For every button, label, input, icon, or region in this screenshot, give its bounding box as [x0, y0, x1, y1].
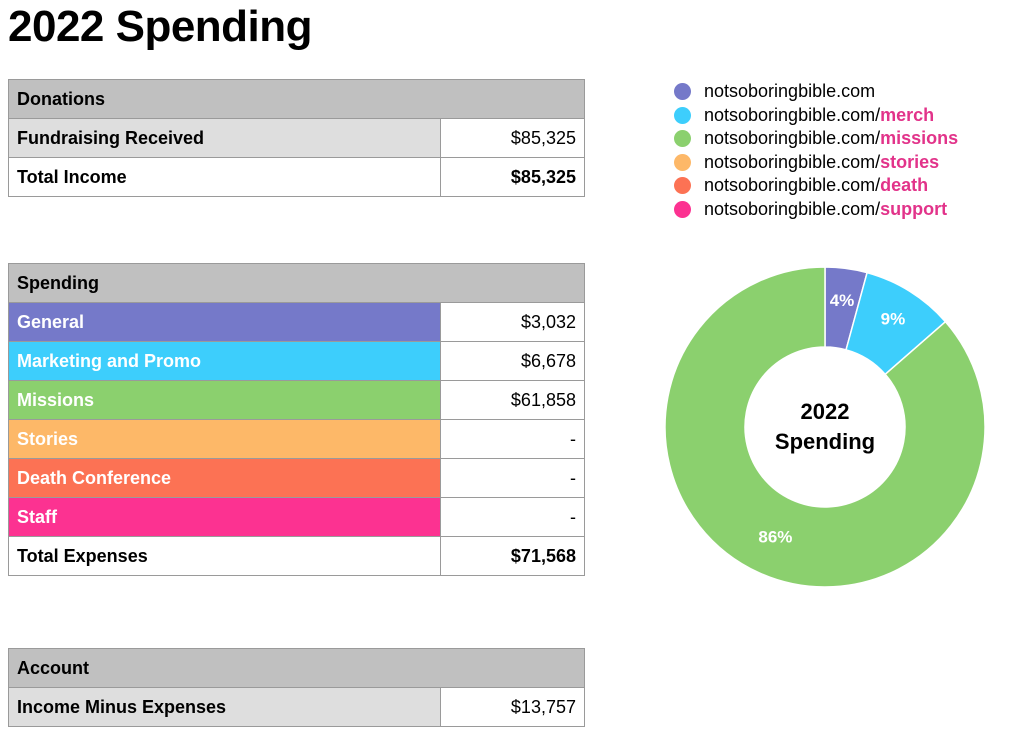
total-income-label: Total Income [8, 157, 441, 197]
table-row: Marketing and Promo $6,678 [8, 341, 585, 381]
table-row: Staff - [8, 497, 585, 537]
legend-item: notsoboringbible.com [674, 80, 958, 104]
staff-label: Staff [8, 497, 441, 537]
stories-label: Stories [8, 419, 441, 459]
donut-label-marketing-and-promo: 9% [881, 310, 906, 329]
spending-table: Spending General $3,032 Marketing and Pr… [8, 263, 585, 576]
marketing-value: $6,678 [440, 341, 585, 381]
missions-value: $61,858 [440, 380, 585, 420]
legend-path: death [880, 175, 929, 195]
donut-slice-missions [664, 266, 986, 588]
legend-base: notsoboringbible.com [704, 81, 876, 101]
donations-header: Donations [8, 79, 585, 119]
spending-header: Spending [8, 263, 585, 303]
donut-label-missions: 86% [758, 527, 792, 546]
legend-base: notsoboringbible.com/ [704, 151, 881, 172]
total-expenses-label: Total Expenses [8, 536, 441, 576]
table-row: Fundraising Received $85,325 [8, 118, 585, 158]
table-row: General $3,032 [8, 302, 585, 342]
spending-header-row: Spending [8, 263, 585, 303]
donut-slice-labels: 4% 9% 86% [758, 291, 905, 546]
legend-item: notsoboringbible.com/missions [674, 127, 958, 151]
fundraising-received-label: Fundraising Received [8, 118, 441, 158]
account-table: Account Income Minus Expenses $13,757 [8, 648, 585, 727]
legend-base: notsoboringbible.com/ [704, 198, 881, 219]
donut-label-general: 4% [830, 291, 855, 310]
chart-legend: notsoboringbible.com notsoboringbible.co… [674, 80, 958, 221]
donut-center-title-line1: 2022 [801, 399, 850, 424]
fundraising-received-value: $85,325 [440, 118, 585, 158]
legend-item: notsoboringbible.com/death [674, 174, 958, 198]
income-minus-expenses-label: Income Minus Expenses [8, 687, 441, 727]
general-label: General [8, 302, 441, 342]
staff-value: - [440, 497, 585, 537]
death-conference-label: Death Conference [8, 458, 441, 498]
donations-header-row: Donations [8, 79, 585, 119]
account-header: Account [8, 648, 585, 688]
legend-swatch [674, 130, 691, 148]
legend-item: notsoboringbible.com/stories [674, 151, 958, 175]
legend-swatch [674, 153, 691, 171]
table-row: Death Conference - [8, 458, 585, 498]
total-expenses-value: $71,568 [440, 536, 585, 576]
donations-table: Donations Fundraising Received $85,325 T… [8, 79, 585, 197]
legend-path: missions [880, 128, 959, 148]
legend-item: notsoboringbible.com/support [674, 198, 958, 222]
donut-slices [664, 266, 986, 588]
spending-donut-chart: 4% 9% 86% 2022 Spending [664, 266, 986, 588]
marketing-label: Marketing and Promo [8, 341, 441, 381]
missions-label: Missions [8, 380, 441, 420]
legend-base: notsoboringbible.com/ [704, 128, 881, 148]
legend-path: support [880, 198, 948, 219]
legend-base: notsoboringbible.com/ [704, 104, 881, 125]
table-row: Missions $61,858 [8, 380, 585, 420]
donut-center-title-line2: Spending [775, 429, 875, 454]
legend-swatch [674, 106, 691, 124]
table-row: Income Minus Expenses $13,757 [8, 687, 585, 727]
table-row: Total Expenses $71,568 [8, 536, 585, 576]
legend-base: notsoboringbible.com/ [704, 175, 881, 195]
legend-path: stories [880, 151, 940, 172]
table-row: Total Income $85,325 [8, 157, 585, 197]
stories-value: - [440, 419, 585, 459]
legend-path: merch [880, 104, 935, 125]
legend-swatch [674, 177, 691, 195]
income-minus-expenses-value: $13,757 [440, 687, 585, 727]
table-row: Stories - [8, 419, 585, 459]
page-title: 2022 Spending [8, 2, 313, 51]
account-header-row: Account [8, 648, 585, 688]
legend-item: notsoboringbible.com/merch [674, 104, 958, 128]
total-income-value: $85,325 [440, 157, 585, 197]
legend-swatch [674, 83, 691, 101]
death-conference-value: - [440, 458, 585, 498]
legend-swatch [674, 200, 691, 218]
general-value: $3,032 [440, 302, 585, 342]
